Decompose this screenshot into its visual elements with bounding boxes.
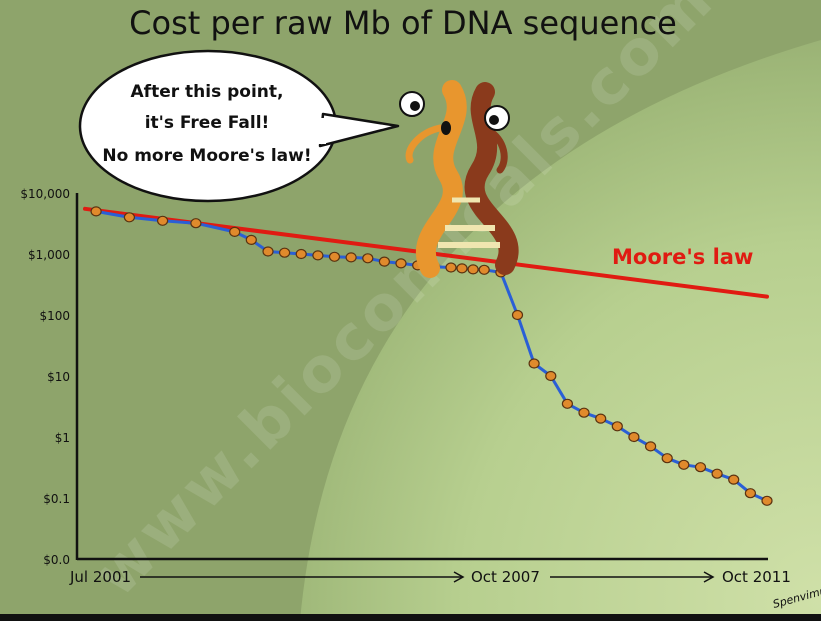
x-tick-label: Jul 2001 [69,568,131,586]
data-point-marker [229,226,241,237]
y-tick-label: $1,000 [28,248,70,262]
y-tick-label: $10 [47,370,70,384]
data-point-marker [478,264,490,275]
x-tick-label: Oct 2007 [471,568,540,586]
speech-bubble: After this point, it's Free Fall! No mor… [78,49,400,203]
data-point-marker [445,262,457,273]
bubble-line-1: After this point, [131,82,284,102]
data-point-marker [595,413,607,424]
dna-arm [405,124,444,164]
data-point-marker [578,407,590,418]
dna-strand-orange [415,80,467,278]
dna-arm [484,126,508,174]
sequencing-cost-series [90,206,773,506]
data-point-marker [345,252,357,263]
data-point-marker [262,246,274,257]
data-point-marker [528,358,540,369]
y-tick-label: $1 [55,431,70,445]
y-tick-label: $10,000 [20,187,70,201]
data-point-marker [456,263,468,274]
time-arrow-head [453,571,465,583]
data-point-marker [628,431,640,443]
data-point-marker [561,398,574,409]
y-tick-labels: $10,000 $1,000 $100 $10 $1 $0.1 $0.0 [20,187,70,567]
pupil-icon [489,115,499,125]
data-point-marker [545,370,557,382]
data-point-marker [661,453,673,464]
data-point-marker [312,250,324,261]
bubble-line-3: No more Moore's law! [102,146,311,166]
data-point-marker [467,264,479,275]
chart-title: Cost per raw Mb of DNA sequence [129,4,677,42]
y-tick-label: $0.1 [43,492,70,506]
y-tick-label: $0.0 [43,553,70,567]
data-point-marker [279,247,291,258]
data-point-marker [328,251,341,262]
data-point-marker [644,441,657,452]
data-point-marker [678,459,690,470]
data-point-marker [711,468,723,479]
data-point-marker [395,258,407,269]
data-point-marker [190,218,202,229]
data-point-marker [728,474,740,485]
data-point-marker [694,462,707,473]
data-point-marker [611,421,623,432]
y-tick-label: $100 [39,309,70,323]
mouth-icon [441,121,451,135]
data-point-marker [157,215,169,226]
data-point-marker [295,248,307,260]
bubble-line-2: it's Free Fall! [145,113,270,133]
data-point-marker [245,234,257,245]
speech-bubble-joint [312,118,326,144]
dna-strand-brown [464,82,519,275]
time-arrow-head [703,571,715,583]
data-point-marker [90,206,102,217]
x-tick-label: Oct 2011 [722,568,791,586]
background-light-area [300,40,821,621]
data-point-marker [362,253,374,264]
data-point-marker [511,309,524,321]
bottom-border [0,614,821,621]
pupil-icon [410,101,420,111]
data-point-marker [378,256,390,267]
moore-law-label: Moore's law [612,245,753,269]
data-point-marker [123,212,135,223]
dna-character-illustration [399,80,519,278]
data-point-marker [744,488,757,499]
data-point-marker [761,495,773,506]
